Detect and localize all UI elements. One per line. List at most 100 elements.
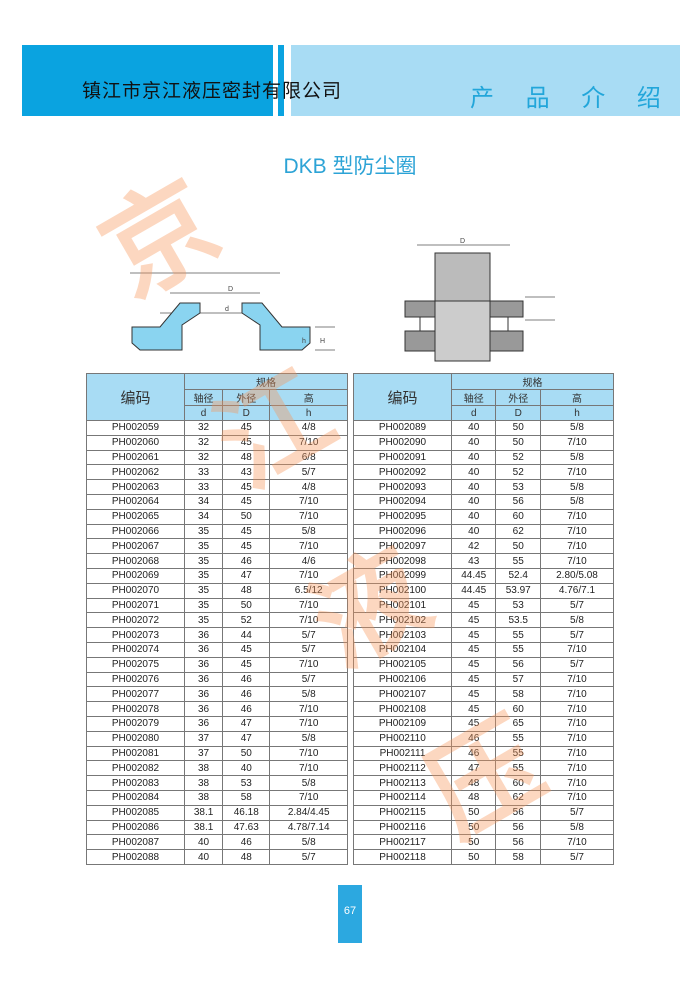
table-row: PH002101 45 53 5/7 (353, 597, 615, 614)
outer-dia-cell: 55 (495, 760, 541, 777)
code-cell: PH002103 (353, 627, 452, 643)
table-row: PH002061 32 48 6/8 (86, 449, 348, 466)
table-row: PH002086 38.1 47.63 4.78/7.14 (86, 819, 348, 836)
height-cell: 7/10 (539, 508, 615, 525)
sub-header: 高 (269, 389, 348, 406)
shaft-dia-cell: 40 (450, 479, 497, 495)
table-row: PH002095 40 60 7/10 (353, 508, 615, 525)
outer-dia-cell: 62 (495, 523, 541, 540)
code-cell: PH002092 (353, 464, 452, 481)
code-cell: PH002108 (353, 701, 452, 717)
outer-dia-cell: 65 (495, 715, 541, 732)
outer-dia-cell: 50 (495, 420, 541, 436)
shaft-dia-cell: 46 (450, 730, 497, 747)
height-cell: 2.84/4.45 (269, 804, 348, 821)
table-row: PH002110 46 55 7/10 (353, 730, 615, 747)
table-row: PH002089 40 50 5/8 (353, 420, 615, 436)
code-cell: PH002076 (86, 671, 185, 688)
table-row: PH002074 36 45 5/7 (86, 641, 348, 658)
shaft-dia-cell: 40 (183, 849, 224, 865)
shaft-dia-cell: 40 (450, 523, 497, 540)
height-cell: 7/10 (269, 493, 348, 510)
shaft-dia-cell: 34 (183, 508, 224, 525)
outer-dia-cell: 52 (495, 449, 541, 466)
table-row: PH002060 32 45 7/10 (86, 434, 348, 451)
sub-header: 轴径 (450, 389, 497, 406)
svg-text:D: D (460, 238, 465, 245)
shaft-dia-cell: 45 (450, 656, 497, 673)
outer-dia-cell: 55 (495, 730, 541, 747)
outer-dia-cell: 45 (222, 479, 271, 495)
height-cell: 7/10 (269, 612, 348, 629)
table-row: PH002071 35 50 7/10 (86, 597, 348, 614)
shaft-dia-cell: 50 (450, 849, 497, 865)
shaft-dia-cell: 50 (450, 804, 497, 821)
outer-dia-cell: 57 (495, 671, 541, 688)
code-cell: PH002059 (86, 420, 185, 436)
label-D: D (228, 286, 233, 293)
table-row: PH002073 36 44 5/7 (86, 627, 348, 643)
table-row: PH002063 33 45 4/8 (86, 479, 348, 495)
table-row: PH002067 35 45 7/10 (86, 538, 348, 555)
code-cell: PH002112 (353, 760, 452, 777)
outer-dia-cell: 55 (495, 745, 541, 762)
code-cell: PH002063 (86, 479, 185, 495)
height-cell: 5/7 (269, 849, 348, 865)
table-row: PH002108 45 60 7/10 (353, 701, 615, 717)
shaft-dia-cell: 36 (183, 641, 224, 658)
table-row: PH002059 32 45 4/8 (86, 420, 348, 436)
shaft-dia-cell: 40 (450, 420, 497, 436)
outer-dia-cell: 46.18 (222, 804, 271, 821)
code-cell: PH002072 (86, 612, 185, 629)
code-cell: PH002071 (86, 597, 185, 614)
shaft-dia-cell: 40 (450, 449, 497, 466)
table-row: PH002088 40 48 5/7 (86, 849, 348, 865)
outer-dia-cell: 60 (495, 775, 541, 791)
table-row: PH002109 45 65 7/10 (353, 715, 615, 732)
table-row: PH002104 45 55 7/10 (353, 641, 615, 658)
height-cell: 5/8 (539, 612, 615, 629)
code-cell: PH002066 (86, 523, 185, 540)
height-cell: 7/10 (539, 760, 615, 777)
shaft-dia-cell: 47 (450, 760, 497, 777)
height-cell: 5/8 (269, 523, 348, 540)
outer-dia-cell: 45 (222, 641, 271, 658)
code-cell: PH002098 (353, 553, 452, 569)
code-cell: PH002060 (86, 434, 185, 451)
outer-dia-cell: 56 (495, 493, 541, 510)
table-row: PH002075 36 45 7/10 (86, 656, 348, 673)
shaft-dia-cell: 32 (183, 434, 224, 451)
outer-dia-cell: 46 (222, 553, 271, 569)
shaft-dia-cell: 38 (183, 760, 224, 777)
code-cell: PH002061 (86, 449, 185, 466)
outer-dia-cell: 45 (222, 420, 271, 436)
outer-dia-cell: 56 (495, 819, 541, 836)
code-cell: PH002096 (353, 523, 452, 540)
height-cell: 5/8 (539, 449, 615, 466)
height-cell: 7/10 (539, 523, 615, 540)
outer-dia-cell: 60 (495, 508, 541, 525)
height-cell: 7/10 (539, 775, 615, 791)
code-cell: PH002065 (86, 508, 185, 525)
shaft-dia-cell: 46 (450, 745, 497, 762)
outer-dia-cell: 50 (222, 508, 271, 525)
shaft-dia-cell: 36 (183, 701, 224, 717)
table-row: PH002100 44.45 53.97 4.76/7.1 (353, 582, 615, 599)
outer-dia-cell: 56 (495, 804, 541, 821)
outer-dia-cell: 40 (222, 760, 271, 777)
outer-dia-cell: 48 (222, 449, 271, 466)
shaft-dia-cell: 44.45 (450, 567, 497, 584)
label-H: H (320, 338, 325, 345)
table-row: PH002111 46 55 7/10 (353, 745, 615, 762)
height-cell: 5/7 (269, 464, 348, 481)
height-cell: 4.76/7.1 (539, 582, 615, 599)
outer-dia-cell: 53 (495, 597, 541, 614)
code-cell: PH002087 (86, 834, 185, 851)
outer-dia-cell: 56 (495, 656, 541, 673)
shaft-dia-cell: 40 (450, 508, 497, 525)
sub-header: 轴径 (183, 389, 224, 406)
outer-dia-cell: 45 (222, 538, 271, 555)
code-cell: PH002117 (353, 834, 452, 851)
header-band-strip (278, 45, 284, 116)
